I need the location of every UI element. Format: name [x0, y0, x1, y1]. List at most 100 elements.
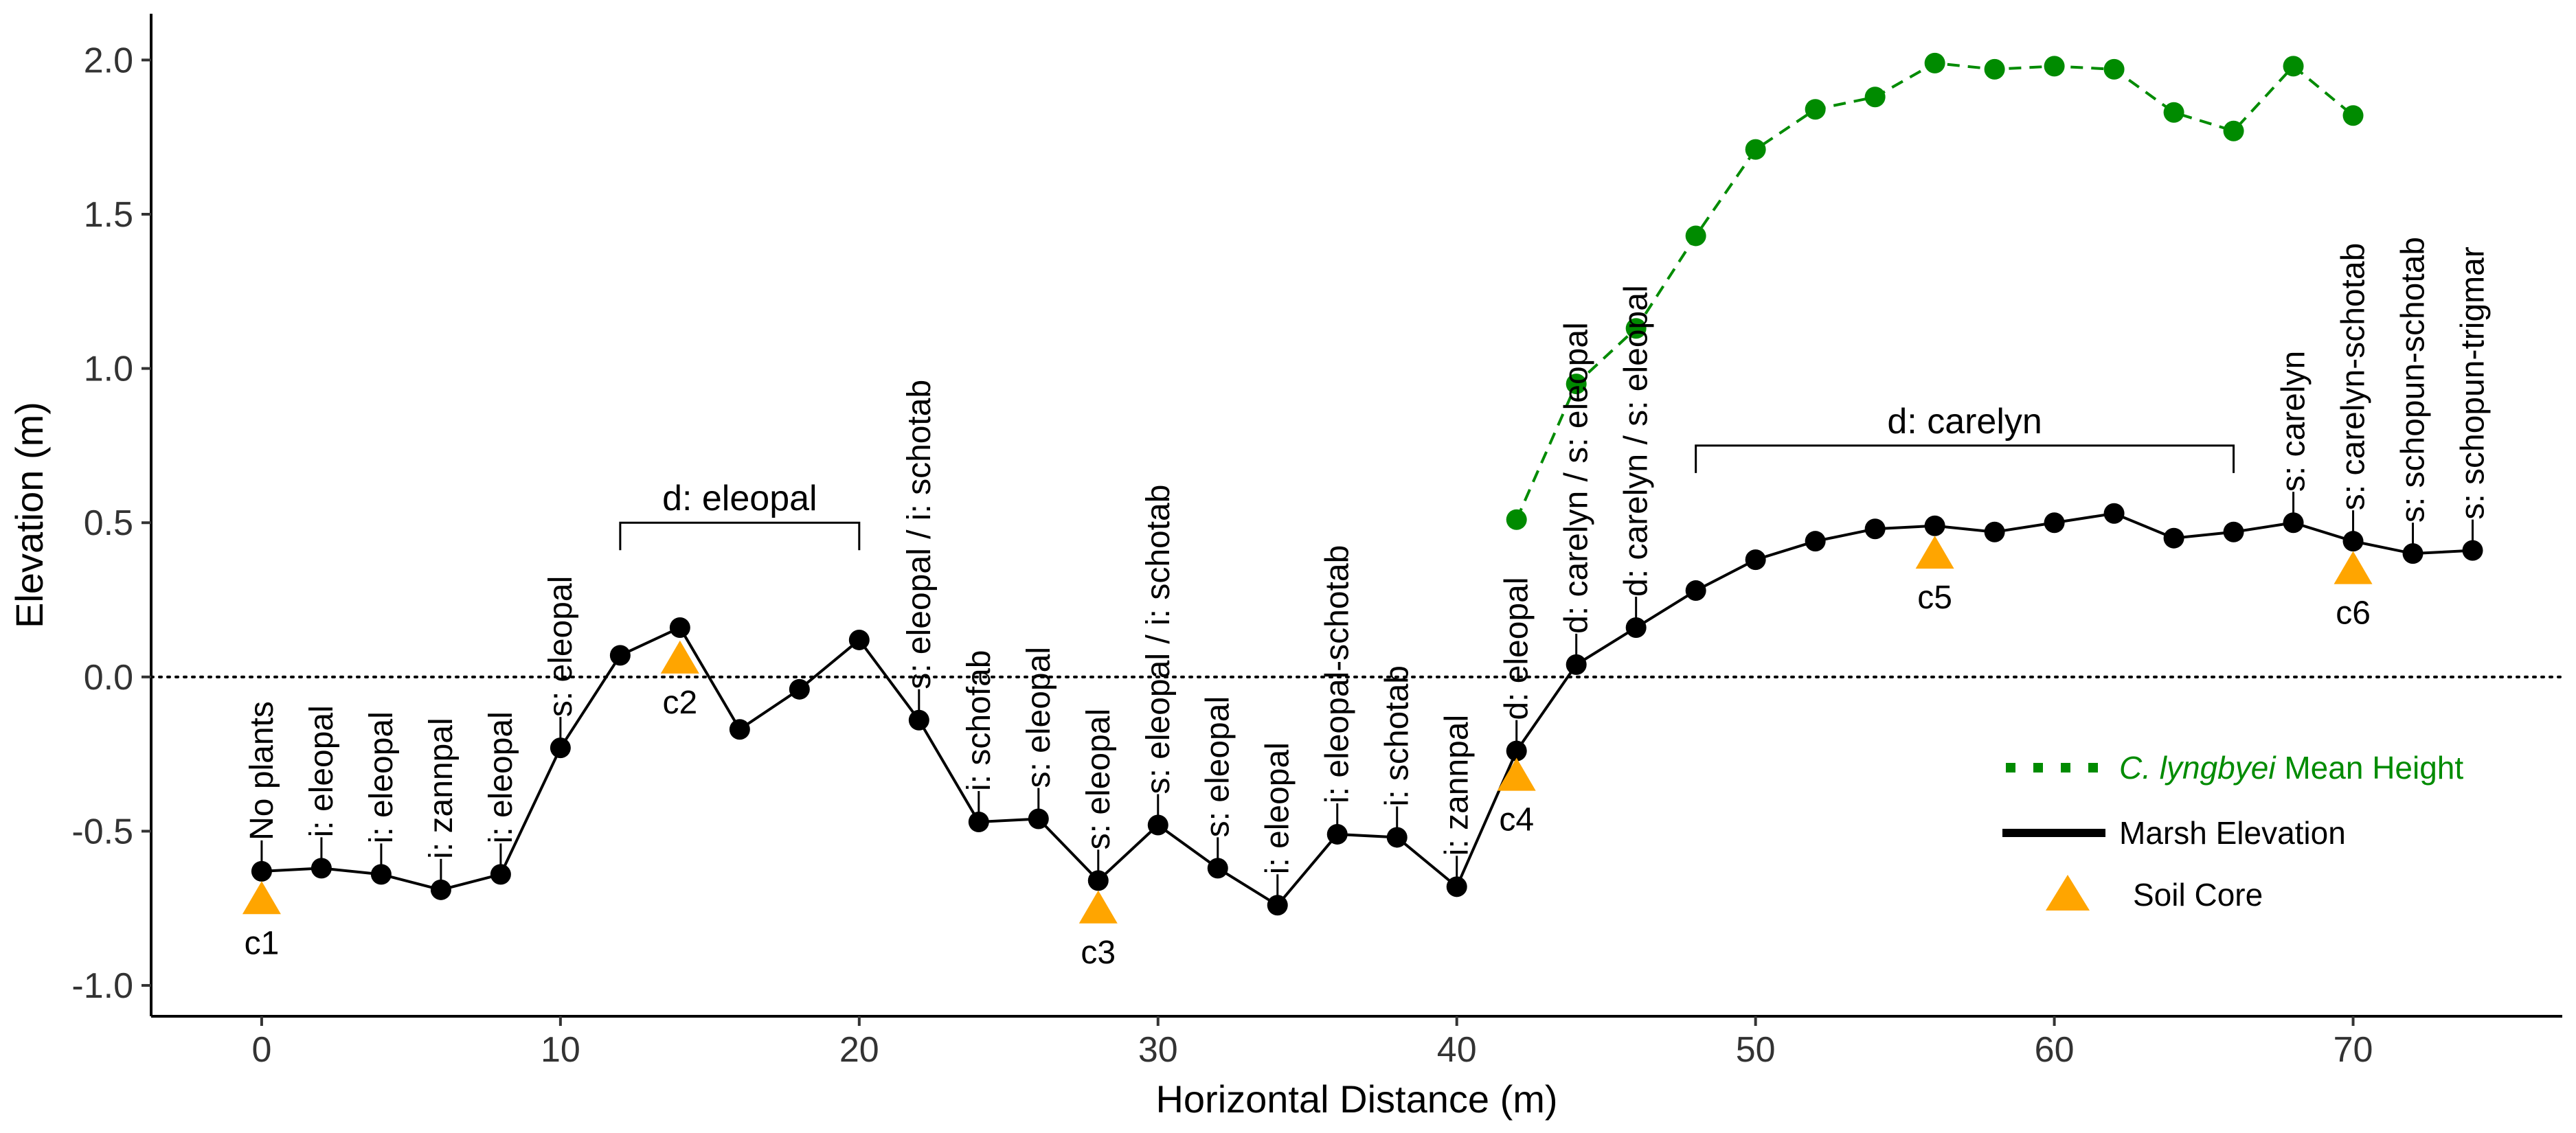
lyngbyei-height-point [2342, 105, 2364, 126]
marsh-elevation-point [2103, 503, 2125, 524]
lyngbyei-height-point [1924, 52, 1945, 73]
marsh-elevation-point [2402, 543, 2424, 564]
legend: C. lyngbyei Mean Height Marsh Elevation So… [2002, 750, 2463, 913]
marsh-elevation-point [1924, 515, 1945, 536]
legend-soil-core-label: Soil Core [2133, 877, 2263, 913]
marsh-elevation-point [310, 858, 332, 879]
marsh-elevation-point [1326, 823, 1348, 845]
soil-core-marker [2334, 551, 2373, 584]
plant-annotation: s: schopun-trigmar [2455, 247, 2492, 519]
marsh-elevation-point [848, 629, 870, 650]
marsh-elevation-point [729, 719, 750, 740]
marsh-elevation-point [1386, 827, 1408, 848]
soil-core-label: c6 [2336, 595, 2371, 632]
plant-annotation: i: zannpal [423, 718, 460, 858]
soil-core-marker [1497, 757, 1536, 791]
y-tick-label: -0.5 [71, 812, 133, 851]
marsh-elevation-point [2044, 512, 2065, 534]
marsh-elevation-point [1745, 549, 1766, 571]
soil-core-marker [1915, 536, 1954, 569]
marsh-elevation-point [669, 617, 690, 638]
marsh-elevation-point [2163, 527, 2184, 549]
soil-core-marker [1078, 890, 1118, 924]
lyngbyei-height-point [2103, 58, 2125, 80]
lyngbyei-height-point [2163, 102, 2184, 123]
lyngbyei-height-point [2283, 56, 2304, 77]
legend-lyngbyei-species: C. lyngbyei [2119, 750, 2276, 786]
marsh-elevation-point [490, 864, 511, 885]
plant-annotation: s: carelyn [2276, 351, 2312, 492]
marsh-elevation-point [1864, 518, 1886, 540]
soil-core-label: c4 [1499, 802, 1534, 838]
lyngbyei-height-point [1685, 225, 1706, 247]
y-tick-label: -1.0 [71, 966, 133, 1006]
marsh-elevation-point [1685, 580, 1706, 602]
marsh-elevation-point [1625, 617, 1647, 638]
plant-annotation: d: eleopal [1499, 577, 1535, 720]
plant-annotation: i: eleopal [483, 711, 519, 843]
y-tick-label: 1.0 [84, 350, 133, 389]
plant-annotation: s: eleopal [1081, 709, 1117, 849]
marsh-elevation-point [789, 678, 810, 700]
marsh-elevation-point [1805, 531, 1826, 552]
marsh-elevation-point [1566, 654, 1587, 675]
plant-annotation: s: schopun-schotab [2395, 237, 2432, 523]
soil-core-label: c5 [1917, 580, 1952, 616]
series-layer [251, 52, 2483, 916]
soil-core-marker [660, 640, 699, 674]
x-tick-label: 60 [2035, 1030, 2075, 1070]
legend-soil-core-key [2046, 875, 2090, 911]
plant-annotation: s: eleopal / i: schotab [1140, 485, 1177, 794]
marsh-elevation-point [908, 709, 929, 731]
lyngbyei-height-point [1984, 58, 2005, 80]
soil-core-layer: c1 c2 c3 c4 c5 c6 [242, 536, 2373, 971]
legend-lyngbyei-suffix: Mean Height [2276, 750, 2464, 786]
marsh-elevation-point [550, 737, 571, 759]
x-tick-label: 0 [251, 1030, 271, 1070]
legend-marsh-label: Marsh Elevation [2119, 815, 2346, 851]
lyngbyei-height-point [1506, 509, 1527, 530]
bracket-layer: d: eleopal d: carelyn [619, 402, 2235, 551]
marsh-elevation-point [1028, 808, 1049, 829]
plant-annotation: i: schotab [1379, 665, 1416, 806]
marsh-elevation-point [2223, 521, 2244, 542]
y-tick-label: 0.0 [84, 658, 133, 698]
soil-core-label: c1 [245, 925, 280, 961]
x-tick-label: 20 [839, 1030, 879, 1070]
x-tick-label: 50 [1736, 1030, 1776, 1070]
marsh-elevation-point [1267, 895, 1288, 916]
marsh-elevation-point [968, 811, 989, 832]
plant-annotation: i: eleopal [363, 711, 400, 843]
x-tick-label: 30 [1138, 1030, 1178, 1070]
marsh-elevation-point [1446, 876, 1467, 897]
x-tick-label: 40 [1437, 1030, 1477, 1070]
soil-core-marker [242, 881, 281, 915]
plant-annotation: i: eleopal [1260, 742, 1296, 874]
plant-annotation: s: eleopal / i: schotab [901, 380, 938, 689]
soil-core-label: c2 [662, 685, 697, 721]
bracket-line [1695, 444, 2235, 473]
axis-layer: 0 10 20 30 40 50 60 70 -1.0 -0.5 0.0 0.5 1.0 1.5 2.0 Ho… [8, 14, 2562, 1121]
marsh-elevation-point [1147, 814, 1168, 836]
plant-annotation: s: carelyn-schotab [2336, 243, 2372, 511]
y-tick-label: 2.0 [84, 41, 133, 80]
lyngbyei-height-point [2223, 120, 2244, 141]
x-tick-label: 70 [2334, 1030, 2373, 1070]
marsh-elevation-point [1506, 740, 1527, 762]
marsh-elevation-point [251, 860, 272, 882]
marsh-elevation-point [2342, 531, 2364, 552]
plant-annotation: d: carelyn / s: eleopal [1618, 285, 1655, 597]
x-tick-label: 10 [541, 1030, 580, 1070]
plant-annotation: i: eleopal-schotab [1320, 545, 1356, 803]
plant-annotation: i: eleopal [304, 705, 340, 837]
plant-annotation: d: carelyn / s: eleopal [1559, 322, 1595, 634]
plant-annotation: i: schofab [961, 650, 997, 791]
plant-annotation: s: eleopal [1021, 647, 1057, 788]
plant-annotation: No plants [244, 701, 280, 840]
marsh-elevation-point [430, 879, 451, 900]
marsh-elevation-point [1207, 858, 1228, 879]
plant-annotation: s: eleopal [1200, 696, 1236, 837]
annotation-layer: No plants i: eleopal i: eleopal i: zannpal i… [244, 237, 2492, 897]
lyngbyei-height-point [1805, 99, 1826, 120]
